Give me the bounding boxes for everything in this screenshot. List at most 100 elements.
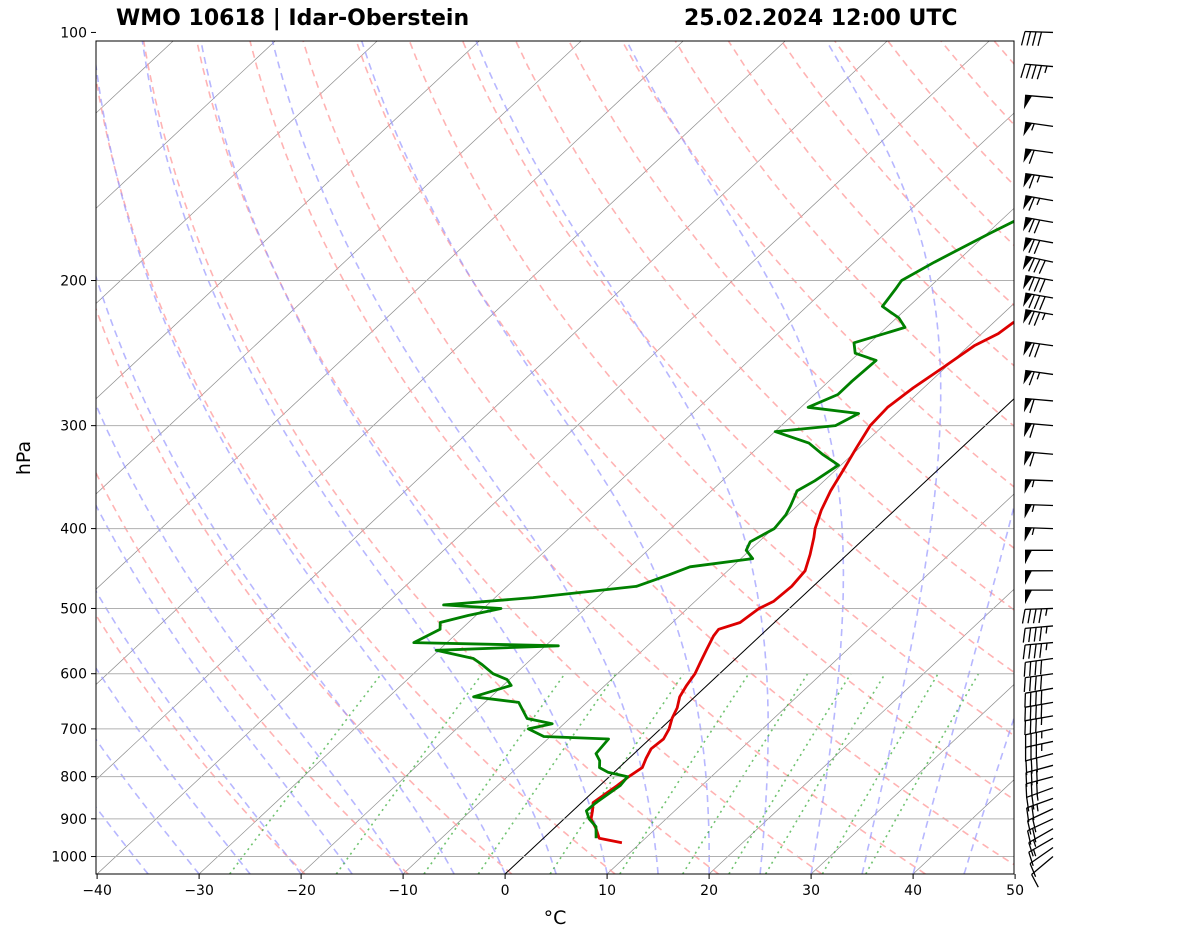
- wind-barb-flag: [1037, 31, 1043, 47]
- wind-barb: [1026, 808, 1054, 835]
- wind-barb: [1028, 828, 1054, 857]
- wind-barb-flag: [1031, 828, 1037, 843]
- wind-barb-flag: [1027, 609, 1032, 624]
- wind-barb: [1020, 63, 1054, 80]
- moist-adiabat-line: [96, 60, 506, 874]
- moist-adiabat-line: [963, 715, 1014, 874]
- wind-barb-shaft: [1025, 641, 1054, 646]
- isotherm-line: [0, 41, 71, 874]
- wind-barb-flag: [1028, 342, 1035, 357]
- wind-barb-flag: [1033, 295, 1041, 310]
- wind-barb-flag: [1026, 830, 1032, 845]
- wind-barb: [1024, 570, 1054, 585]
- wind-barb-flag: [1028, 276, 1035, 291]
- wind-barb: [1021, 607, 1054, 624]
- wind-barb-flag: [1032, 608, 1037, 624]
- mixing-ratio-line: [865, 673, 980, 874]
- wind-barb-flag: [1033, 644, 1037, 659]
- wind-barb-pennant: [1024, 479, 1032, 494]
- wind-barb-half-flag: [1041, 312, 1046, 321]
- wind-barb-flag: [1024, 693, 1027, 708]
- x-tick-label: −20: [286, 883, 316, 899]
- wind-barb-flag: [1033, 219, 1041, 234]
- wind-barb-flag: [1031, 806, 1035, 821]
- moist-adiabat-line: [825, 41, 942, 874]
- wind-barb-flag: [1040, 704, 1043, 719]
- temperature-profile-line: [589, 320, 1014, 845]
- wind-barb-flag: [1028, 294, 1035, 309]
- dry-adiabat-line: [408, 41, 1014, 737]
- moist-adiabat-line: [96, 738, 200, 874]
- wind-barb-pennant: [1023, 341, 1033, 356]
- wind-barb-pennant: [1024, 504, 1032, 519]
- y-tick-label: 600: [60, 667, 87, 683]
- zero-isotherm-line: [504, 398, 1014, 874]
- wind-barb-flag: [1025, 760, 1028, 776]
- wind-barb-flag: [1031, 795, 1035, 810]
- mixing-ratio-line: [335, 673, 483, 874]
- moist-adiabat-line: [96, 805, 149, 874]
- wind-barb: [1023, 309, 1054, 326]
- wind-barb-half-flag: [1031, 504, 1035, 512]
- wind-barb: [1022, 641, 1054, 660]
- wind-barb-pennant: [1023, 237, 1033, 252]
- isotherm-line: [708, 588, 1014, 874]
- wind-barb-flag: [1029, 423, 1035, 438]
- wind-barb-half-flag: [1036, 372, 1041, 380]
- dry-adiabat-line: [96, 306, 513, 874]
- isotherm-line: [96, 41, 378, 305]
- chart-title: WMO 10618 | Idar-Oberstein: [116, 6, 470, 31]
- wind-barb-flag: [1040, 690, 1043, 705]
- wind-barb-flag: [1029, 676, 1032, 692]
- wind-barb: [1026, 818, 1054, 845]
- wind-barb-flag: [1031, 874, 1039, 888]
- isotherm-line: [96, 41, 582, 495]
- wind-barb-flag: [1020, 63, 1026, 78]
- wind-barb-pennant: [1023, 149, 1033, 163]
- wind-barb-flag: [1028, 371, 1035, 386]
- wind-barb-shaft: [1026, 797, 1054, 809]
- wind-barb-pennant: [1023, 217, 1033, 232]
- wind-barb-flag: [1039, 278, 1046, 293]
- y-tick-label: 400: [60, 522, 87, 538]
- wind-barb-pennant: [1023, 122, 1033, 137]
- wind-barb-shaft: [1029, 846, 1054, 865]
- wind-barb: [1025, 764, 1054, 787]
- wind-barb-flag: [1035, 705, 1037, 720]
- y-axis-ticks: 1000 900 800 700 600 500 400 300 200 100: [51, 25, 96, 866]
- wind-barb-flag: [1038, 608, 1043, 624]
- isotherm-line: [96, 41, 480, 400]
- wind-barb: [1023, 148, 1054, 164]
- wind-barb: [1024, 715, 1054, 736]
- wind-barb-flag: [1039, 296, 1046, 311]
- wind-barb-flag: [1039, 660, 1043, 675]
- wind-barb: [1026, 787, 1054, 812]
- wind-barb-flag: [1039, 626, 1043, 642]
- wind-barb-shaft: [1026, 787, 1054, 798]
- x-tick-label: 20: [700, 883, 718, 899]
- wind-barb-shaft: [1024, 607, 1054, 611]
- sounding-profiles: [412, 219, 1014, 845]
- moist-adiabat-line: [141, 41, 557, 874]
- wind-barb-flag: [1033, 627, 1037, 642]
- wind-barb-shaft: [1024, 503, 1054, 507]
- wind-barb-flag: [1028, 197, 1035, 211]
- mixing-ratio-line: [619, 673, 750, 874]
- wind-barb-shaft: [1027, 808, 1054, 822]
- mixing-ratio-line: [821, 673, 939, 874]
- dry-adiabat-line: [96, 73, 616, 874]
- wind-barb: [1024, 687, 1054, 708]
- mixing-ratio-line: [549, 673, 685, 874]
- dry-adiabat-line: [674, 41, 1014, 428]
- wind-barb-flag: [1026, 820, 1032, 835]
- wind-barb-flag: [1025, 64, 1032, 79]
- wind-barb-pennant: [1023, 451, 1033, 466]
- wind-barb: [1024, 549, 1054, 565]
- wind-barb-flag: [1031, 818, 1037, 833]
- isotherm-line: [606, 493, 1014, 874]
- dry-adiabat-line: [727, 41, 1014, 367]
- wind-barb-pennant: [1023, 370, 1033, 385]
- moist-adiabat-line: [96, 402, 404, 874]
- wind-barb-pennant: [1023, 309, 1033, 324]
- wind-barb-flag: [1022, 628, 1026, 643]
